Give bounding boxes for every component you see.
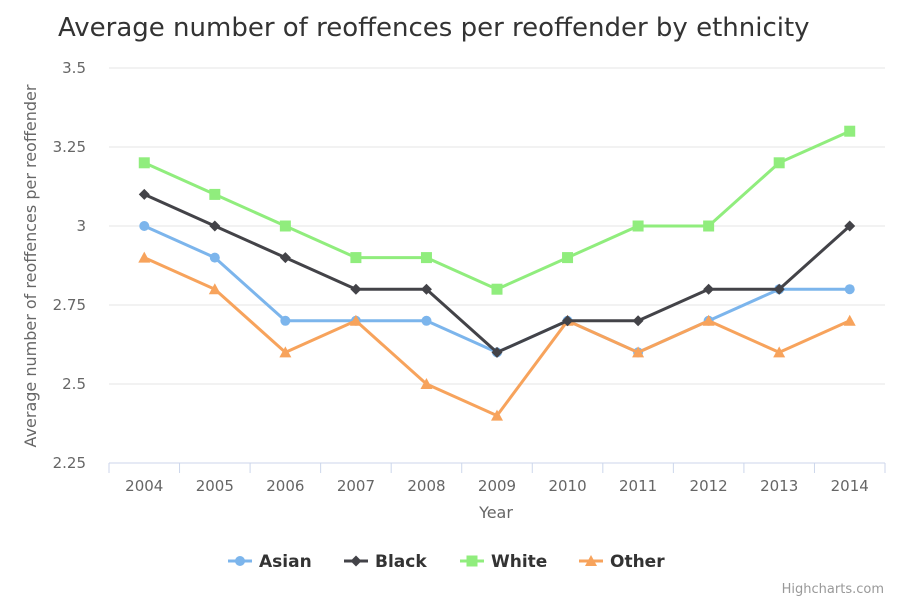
- data-point-white[interactable]: [420, 252, 432, 264]
- data-point-white[interactable]: [491, 283, 503, 295]
- legend-label-other: Other: [610, 552, 665, 572]
- legend-label-asian: Asian: [259, 552, 312, 572]
- legend-item-other[interactable]: Other: [579, 552, 665, 572]
- series-line-black[interactable]: [142, 192, 852, 354]
- data-point-black[interactable]: [632, 315, 644, 327]
- data-point-black[interactable]: [350, 283, 362, 295]
- data-point-other[interactable]: [632, 346, 645, 358]
- x-tick-label: 2014: [831, 477, 869, 495]
- x-tick-label: 2004: [125, 477, 163, 495]
- x-tick-label: 2011: [619, 477, 657, 495]
- data-point-white[interactable]: [350, 252, 362, 264]
- data-point-black[interactable]: [420, 283, 432, 295]
- chart-title: Average number of reoffences per reoffen…: [58, 13, 810, 43]
- data-point-other[interactable]: [773, 346, 786, 358]
- series-other: [138, 251, 856, 421]
- data-point-white[interactable]: [562, 252, 574, 264]
- x-tick-label: 2006: [266, 477, 304, 495]
- data-point-black[interactable]: [279, 252, 291, 264]
- legend-label-black: Black: [375, 552, 427, 572]
- data-point-white[interactable]: [632, 220, 644, 232]
- y-tick-label: 2.25: [53, 454, 86, 472]
- data-point-black[interactable]: [562, 315, 574, 327]
- y-tick-label: 3.25: [53, 138, 86, 156]
- x-tick-label: 2013: [760, 477, 798, 495]
- series-line-other[interactable]: [142, 256, 852, 418]
- data-point-other[interactable]: [702, 314, 715, 326]
- data-point-white[interactable]: [773, 157, 785, 169]
- legend-marker-white: [466, 555, 478, 567]
- data-point-other[interactable]: [349, 314, 362, 326]
- data-point-black[interactable]: [703, 283, 715, 295]
- data-point-black[interactable]: [491, 346, 503, 358]
- legend-item-white[interactable]: White: [460, 552, 547, 572]
- data-point-other[interactable]: [420, 378, 433, 389]
- legend-item-asian[interactable]: Asian: [228, 552, 312, 572]
- legend-marker-other: [585, 555, 597, 566]
- y-tick-label: 3: [76, 217, 86, 235]
- data-point-white[interactable]: [703, 220, 715, 232]
- x-tick-label: 2009: [478, 477, 516, 495]
- data-point-asian[interactable]: [844, 284, 855, 295]
- data-point-black[interactable]: [209, 220, 221, 232]
- x-axis-title: Year: [478, 503, 513, 522]
- data-point-white[interactable]: [279, 220, 291, 232]
- data-point-other[interactable]: [279, 346, 292, 358]
- data-point-white[interactable]: [138, 157, 150, 169]
- legend-item-black[interactable]: Black: [344, 552, 427, 572]
- y-axis-title: Average number of reoffences per reoffen…: [21, 84, 40, 447]
- data-point-asian[interactable]: [139, 221, 150, 231]
- data-point-other[interactable]: [208, 283, 221, 295]
- y-tick-label: 2.75: [53, 296, 86, 314]
- gridlines: [109, 67, 885, 385]
- x-tick-label: 2005: [196, 477, 234, 495]
- y-tick-label: 3.5: [62, 59, 86, 77]
- data-point-black[interactable]: [773, 283, 785, 295]
- y-tick-label: 2.5: [62, 375, 86, 393]
- legend: Asian Black White Other: [228, 552, 665, 572]
- data-point-other[interactable]: [843, 314, 856, 326]
- series-group: [138, 125, 856, 421]
- series-black: [138, 188, 856, 358]
- legend-marker-black: [350, 555, 362, 567]
- series-white: [138, 125, 856, 295]
- data-point-asian[interactable]: [209, 252, 220, 263]
- axes: 2.25 2.5 2.75 3 3.25 3.5 2004 2005 2006 2007 2008 2…: [53, 59, 886, 495]
- data-point-black[interactable]: [844, 220, 856, 232]
- x-tick-label: 2008: [407, 477, 445, 495]
- legend-marker-asian: [235, 556, 245, 566]
- x-tick-label: 2010: [548, 477, 586, 495]
- data-point-black[interactable]: [138, 188, 150, 200]
- data-point-white[interactable]: [844, 125, 856, 137]
- data-point-asian[interactable]: [421, 315, 432, 326]
- series-line-white[interactable]: [142, 129, 852, 291]
- data-point-other[interactable]: [138, 251, 151, 263]
- x-tick-label: 2012: [690, 477, 728, 495]
- x-tick-label: 2007: [337, 477, 375, 495]
- data-point-white[interactable]: [209, 188, 221, 200]
- data-point-other[interactable]: [491, 409, 503, 421]
- credits-link[interactable]: Highcharts.com: [782, 582, 884, 597]
- data-point-asian[interactable]: [280, 315, 291, 326]
- legend-label-white: White: [491, 552, 547, 572]
